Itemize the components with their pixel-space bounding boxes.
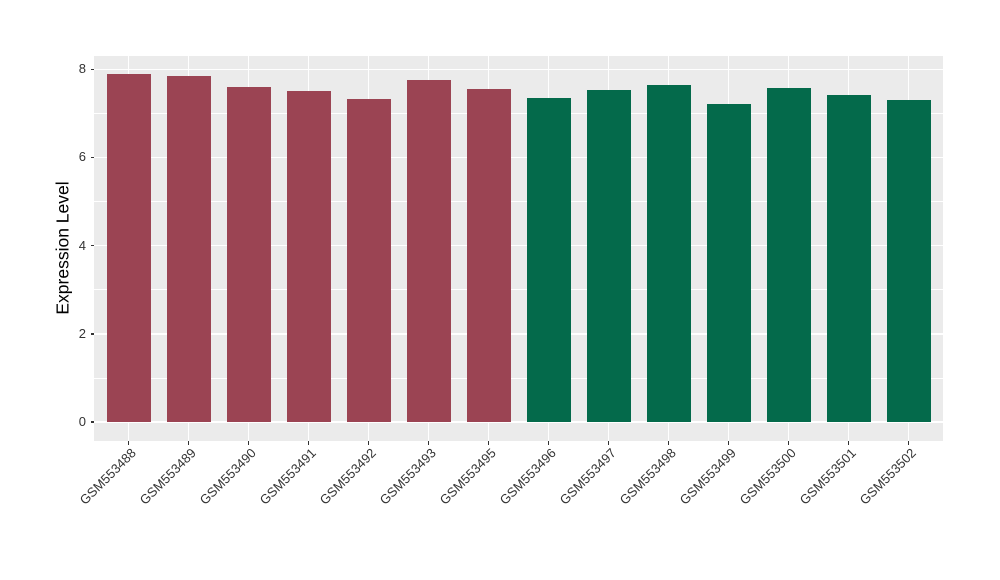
x-tick-label: GSM553488 (76, 445, 139, 508)
x-tick-label: GSM553501 (796, 445, 859, 508)
bar-GSM553498 (646, 85, 691, 422)
y-tick-label: 6 (78, 149, 86, 165)
y-tick-label: 0 (78, 414, 86, 429)
y-tick-mark (90, 244, 94, 247)
bar-GSM553490 (226, 86, 271, 422)
bar-GSM553488 (106, 73, 151, 422)
x-tick-mark (907, 441, 910, 445)
x-tick-mark (547, 441, 550, 445)
bar-GSM553502 (886, 99, 931, 422)
bar-GSM553497 (586, 90, 631, 422)
x-tick-mark (787, 441, 790, 445)
major-gridline (94, 333, 943, 335)
bar-GSM553500 (766, 88, 811, 422)
x-tick-mark (307, 441, 310, 445)
x-tick-label: GSM553490 (196, 445, 259, 508)
y-tick-mark (90, 333, 94, 335)
bar-GSM553492 (346, 98, 391, 422)
x-tick-mark (127, 441, 130, 445)
y-tick-mark (90, 156, 94, 159)
minor-gridline (94, 201, 943, 202)
bar-GSM553489 (166, 75, 211, 422)
major-gridline (94, 244, 943, 247)
x-tick-label: GSM553489 (136, 445, 199, 508)
y-tick-mark (90, 68, 94, 71)
x-tick-mark (247, 441, 250, 445)
x-tick-label: GSM553500 (736, 445, 799, 508)
y-tick-label: 8 (78, 61, 86, 77)
x-tick-label: GSM553499 (676, 445, 739, 508)
bar-GSM553493 (406, 79, 451, 422)
bar-GSM553491 (286, 91, 331, 422)
x-tick-label: GSM553496 (496, 445, 559, 508)
x-tick-mark (487, 441, 490, 445)
x-tick-label: GSM553493 (376, 445, 439, 508)
bar-GSM553501 (826, 94, 871, 422)
y-tick-label: 2 (78, 325, 86, 341)
y-tick-label: 4 (78, 237, 86, 253)
major-gridline (94, 68, 943, 70)
x-tick-label: GSM553502 (856, 445, 919, 508)
x-tick-mark (847, 441, 850, 445)
x-tick-label: GSM553495 (436, 445, 499, 508)
bar-GSM553499 (706, 104, 751, 422)
x-tick-label: GSM553491 (256, 445, 319, 508)
x-tick-mark (427, 441, 430, 445)
y-tick-mark (90, 421, 94, 423)
major-gridline (94, 421, 943, 423)
x-tick-mark (187, 441, 190, 445)
minor-gridline (94, 377, 943, 379)
bar-GSM553496 (526, 97, 571, 422)
x-tick-mark (607, 441, 610, 445)
x-tick-mark (727, 441, 730, 445)
x-tick-label: GSM553497 (556, 445, 619, 508)
x-tick-mark (667, 441, 670, 445)
plot-panel (94, 56, 943, 441)
minor-gridline (94, 113, 943, 114)
x-tick-label: GSM553492 (316, 445, 379, 508)
x-tick-label: GSM553498 (616, 445, 679, 508)
minor-gridline (94, 289, 943, 291)
x-tick-mark (367, 441, 370, 445)
major-gridline (94, 156, 943, 159)
bar-GSM553495 (466, 89, 511, 422)
